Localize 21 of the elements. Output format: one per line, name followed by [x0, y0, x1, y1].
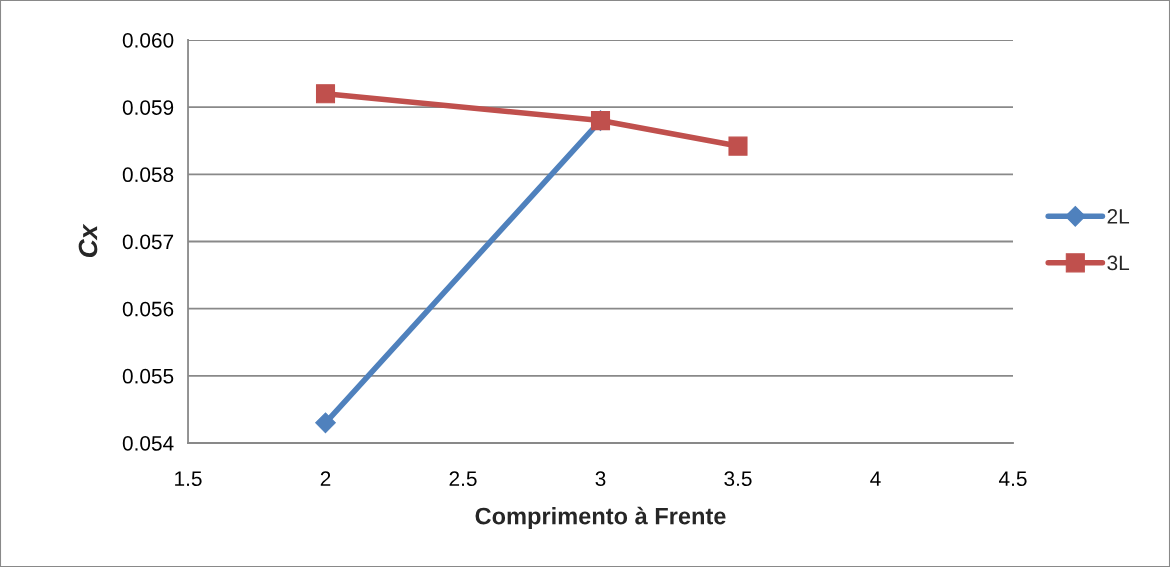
y-axis-title: Cx: [78, 223, 98, 258]
y-tick-label: 0.060: [122, 32, 174, 48]
y-tick-label: 0.054: [122, 436, 174, 451]
x-tick-label: 2.5: [449, 471, 477, 487]
legend-label: 2L: [1107, 209, 1130, 224]
y-tick-label: 0.056: [122, 301, 174, 317]
point: [315, 84, 336, 104]
x-tick-label: 3: [595, 471, 606, 487]
x-tick-label: 4.5: [998, 471, 1027, 487]
y-tick-label: 0.057: [122, 234, 174, 250]
x-tick-label: 1.5: [175, 471, 202, 487]
x-tick-label: 2: [320, 471, 331, 486]
y-tick-label: 0.055: [122, 368, 174, 384]
point: [728, 136, 748, 156]
x-tick-label: 4: [870, 471, 881, 486]
legend-label: 3L: [1107, 255, 1130, 271]
x-tick-label: 3.5: [724, 471, 752, 487]
y-tick-label: 0.058: [122, 167, 174, 183]
point: [315, 412, 336, 434]
y-tick-label: 0.059: [122, 100, 174, 115]
x-axis-title: Comprimento à Frente: [475, 506, 726, 530]
